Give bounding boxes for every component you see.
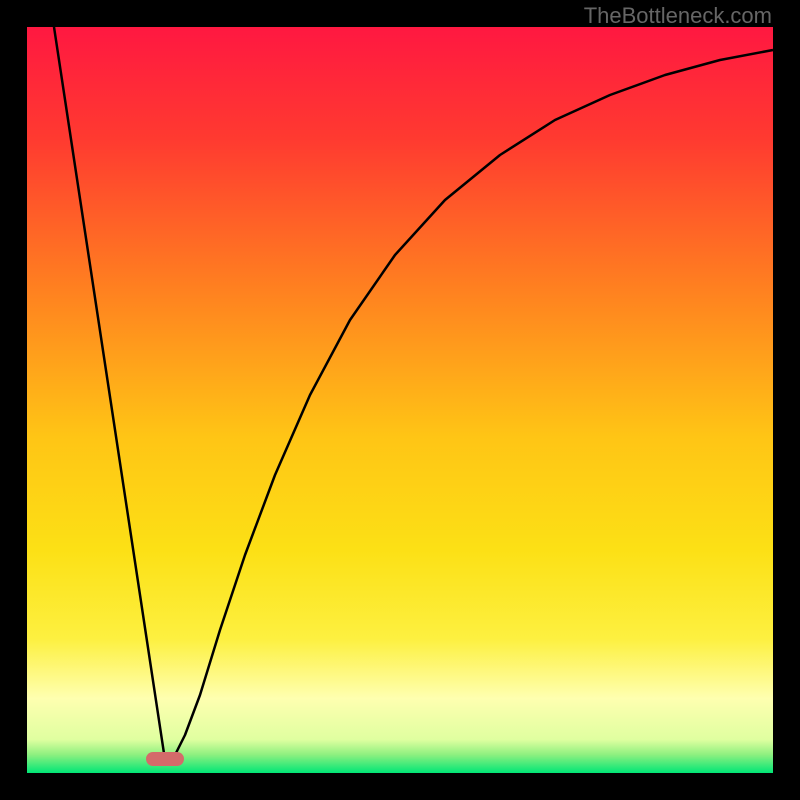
watermark-text: TheBottleneck.com bbox=[584, 3, 772, 29]
chart-background bbox=[27, 27, 773, 773]
bottleneck-chart bbox=[0, 0, 800, 800]
optimal-marker bbox=[146, 752, 184, 766]
chart-svg bbox=[0, 0, 800, 800]
